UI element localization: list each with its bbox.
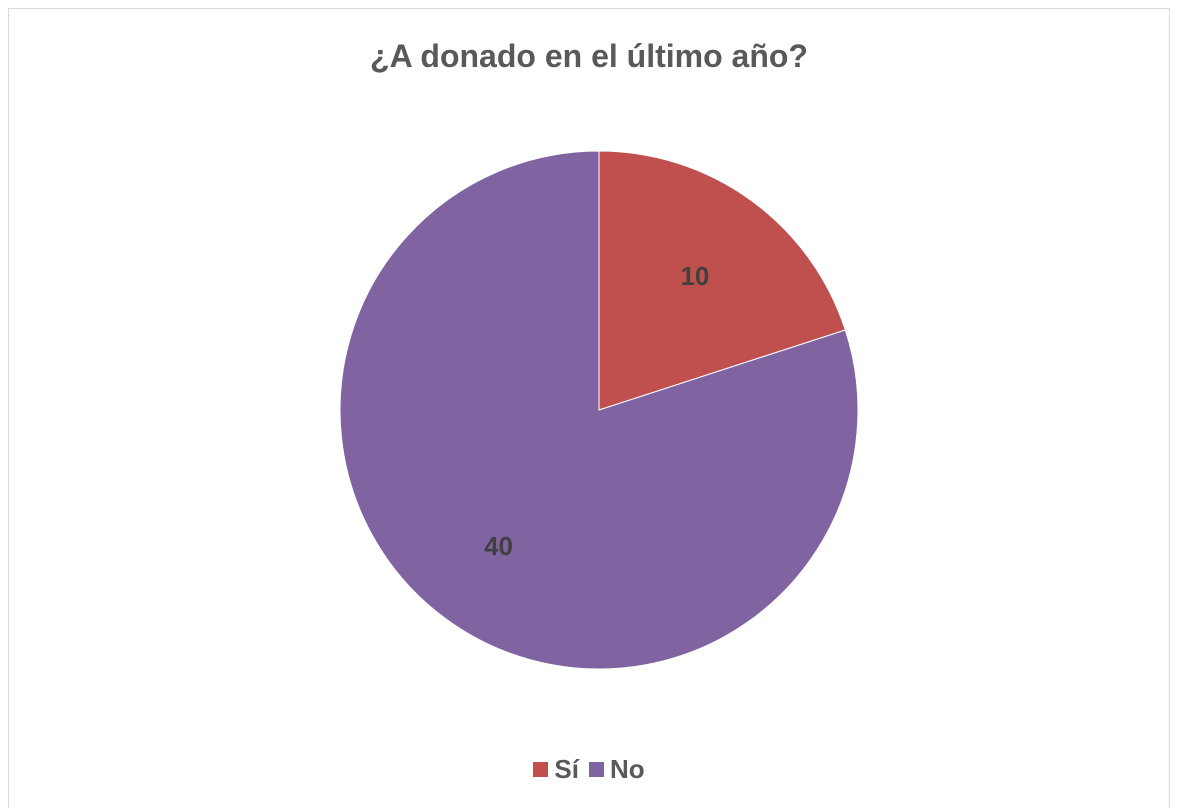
data-label-no: 40: [484, 531, 513, 561]
data-label-si: 10: [680, 261, 709, 291]
legend-swatch-no: [588, 762, 604, 777]
legend-item-si: Sí: [533, 754, 579, 785]
pie-slices: [339, 150, 859, 670]
legend-item-no: No: [588, 754, 645, 785]
pie-slice-no: [339, 150, 859, 670]
pie-slice-si: [598, 150, 846, 411]
legend: Sí No: [0, 754, 1178, 785]
pie-data-labels: 10 40: [484, 261, 709, 561]
legend-label-si: Sí: [554, 754, 579, 784]
legend-swatch-si: [533, 762, 549, 777]
chart-title: ¿A donado en el último año?: [370, 38, 808, 74]
legend-label-no: No: [609, 754, 645, 784]
